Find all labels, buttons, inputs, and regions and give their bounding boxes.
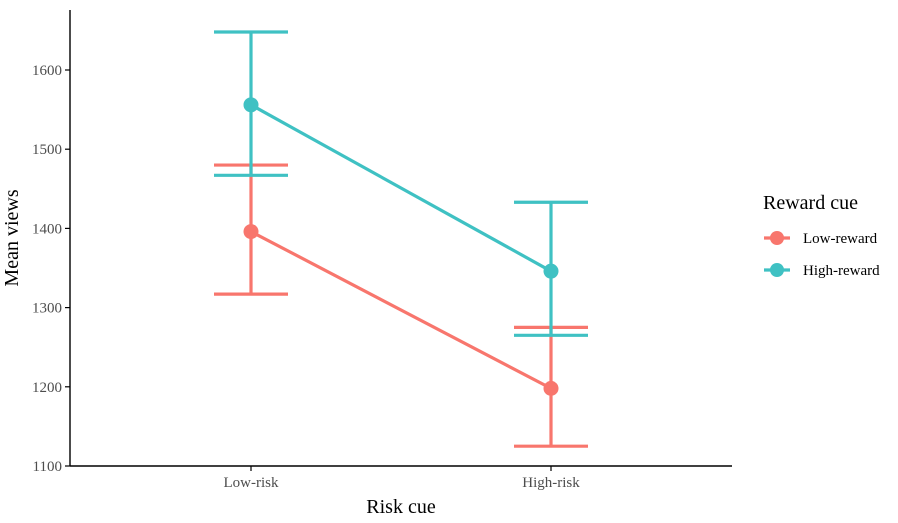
- data-point: [243, 97, 259, 113]
- x-ticks: Low-risk High-risk: [224, 466, 580, 491]
- series-line: [250, 103, 552, 273]
- y-tick-label: 1400: [32, 221, 62, 237]
- y-tick-label: 1600: [32, 63, 62, 79]
- y-tick-label: 1500: [32, 142, 62, 158]
- legend-label: Low-reward: [803, 231, 878, 247]
- series-low-reward: [214, 163, 588, 448]
- x-axis-title: Risk cue: [366, 496, 436, 518]
- x-tick-label: High-risk: [522, 475, 580, 491]
- legend: Reward cue Low-reward High-reward: [763, 192, 880, 279]
- plot-area: [214, 30, 588, 448]
- x-tick-label: Low-risk: [224, 475, 279, 491]
- legend-label: High-reward: [803, 263, 880, 279]
- y-tick-label: 1200: [32, 380, 62, 396]
- series-line: [250, 230, 552, 390]
- y-tick-label: 1300: [32, 301, 62, 317]
- legend-title: Reward cue: [763, 192, 858, 214]
- y-axis-title: Mean views: [1, 189, 23, 286]
- data-point: [543, 263, 559, 279]
- y-tick-label: 1100: [33, 459, 62, 475]
- legend-key-low-reward: Low-reward: [764, 231, 878, 247]
- legend-key-point: [770, 263, 784, 277]
- data-point: [543, 380, 559, 396]
- axes: [69, 10, 732, 467]
- series-high-reward: [214, 30, 588, 337]
- data-point: [243, 224, 259, 240]
- legend-key-high-reward: High-reward: [764, 263, 880, 279]
- y-ticks: 1100 1200 1300 1400 1500 1600: [32, 63, 70, 475]
- legend-key-point: [770, 231, 784, 245]
